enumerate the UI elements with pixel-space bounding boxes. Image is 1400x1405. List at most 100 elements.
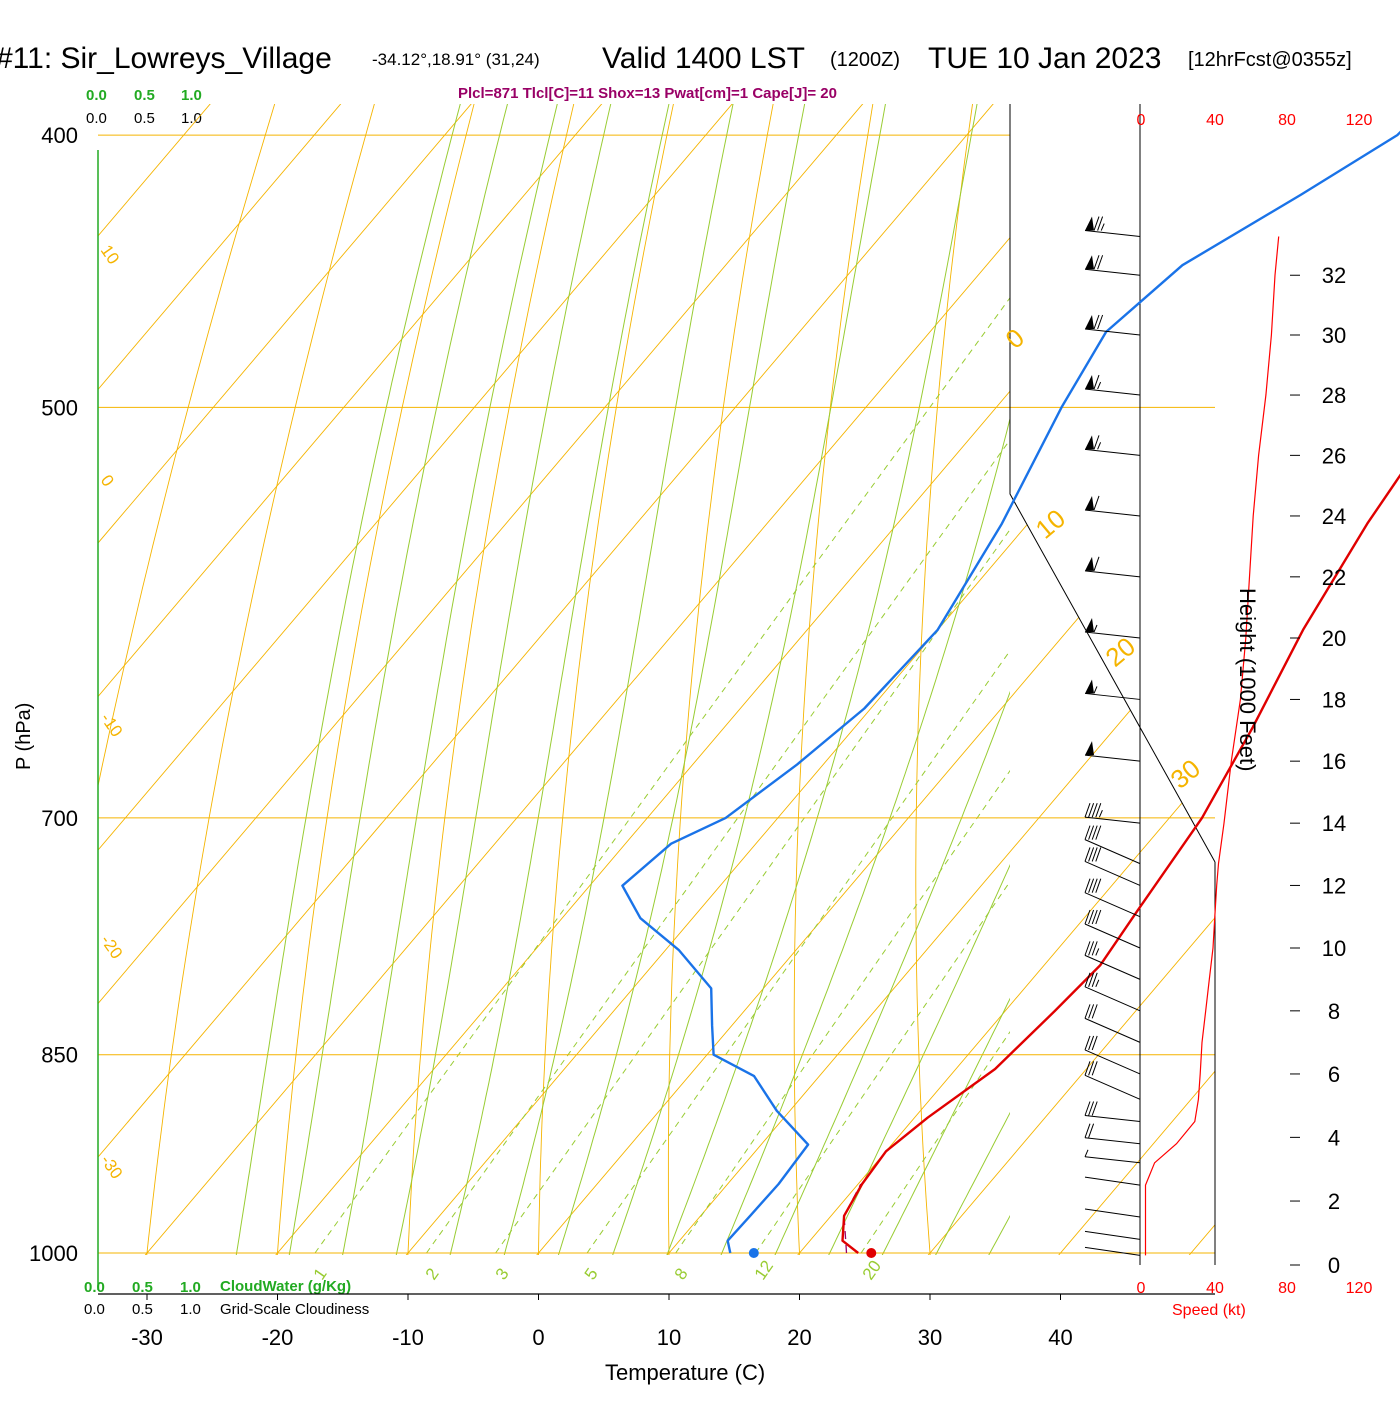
moist-adiabat-lines: [227, 0, 1400, 1312]
isotherm-line: [0, 0, 713, 1313]
height-tick-label: 8: [1328, 999, 1340, 1024]
wind-barb-pennant: [1085, 679, 1094, 693]
moist-adiabat-line: [906, 0, 1400, 1312]
cloudiness-label: Grid-Scale Cloudiness: [220, 1301, 369, 1318]
speed-tick-bottom: 120: [1346, 1280, 1373, 1297]
moist-adiabat-line: [384, 0, 772, 1312]
surface-temperature-marker: [866, 1248, 876, 1258]
moist-adiabat-line: [749, 0, 1313, 1312]
wind-barb-staff: [1085, 269, 1140, 275]
pressure-tick-label: 400: [41, 123, 78, 148]
isotherm-line: [227, 0, 1400, 1313]
wind-barb-half-flag: [1096, 980, 1099, 987]
wind-barb-staff: [1085, 449, 1140, 455]
wind-barb-staff: [1085, 1247, 1140, 1255]
top-cloudiness-scale: 0.0 0.5 1.0: [86, 110, 202, 127]
wind-barb-staff: [1085, 861, 1140, 885]
cloudwater-label: CloudWater (g/Kg): [220, 1278, 351, 1295]
isotherm-line: [618, 0, 1400, 1313]
indices-line: Plcl=871 Tlcl[C]=11 Shox=13 Pwat[cm]=1 C…: [458, 85, 837, 102]
height-tick-label: 30: [1322, 323, 1346, 348]
isotherm-line: [0, 0, 1400, 1313]
isotherm-line: [1010, 0, 1400, 1313]
mixing-ratio-line: [496, 135, 1294, 1253]
isotherm-line: [0, 0, 1235, 1313]
wind-barb-staff: [1085, 840, 1140, 864]
wind-barb-staff: [1085, 1075, 1140, 1099]
mixing-ratio-value-label: 8: [671, 1265, 692, 1284]
wind-barb-staff: [1085, 987, 1140, 1011]
mixing-ratio-value-label: 20: [859, 1257, 885, 1283]
isotherm-line: [0, 0, 322, 1313]
valid-time: Valid 1400 LST: [602, 42, 805, 75]
moist-adiabat-line: [279, 0, 681, 1312]
moist-adiabat-line: [645, 0, 1098, 1312]
x-tick-label: -10: [392, 1325, 424, 1350]
wind-barb-staff: [1085, 1209, 1140, 1217]
speed-tick-bottom: 0: [1137, 1280, 1146, 1297]
moist-adiabat-line: [436, 0, 823, 1312]
temperature-trace: [843, 0, 1400, 1253]
speed-tick-bottom: 40: [1206, 1280, 1224, 1297]
isotherm-value-label: -10: [97, 709, 127, 740]
right-boundary-line: [1010, 104, 1215, 862]
wind-barb-half-flag: [1098, 382, 1101, 389]
top-black-2: 1.0: [181, 110, 202, 127]
height-tick-label: 0: [1328, 1253, 1340, 1278]
mixing-ratio-value-label: 2: [422, 1265, 443, 1284]
wind-barb-pennant: [1085, 741, 1094, 755]
wind-barb-pennant: [1085, 315, 1094, 329]
wind-barb-staff: [1085, 632, 1140, 638]
isotherm-line: [488, 0, 1400, 1313]
dry-adiabat-lines: [9, 0, 1400, 1312]
dry-adiabat-line: [406, 0, 737, 1312]
wind-barb-half-flag: [1085, 1150, 1088, 1157]
wind-barb-pennant: [1085, 557, 1094, 571]
wind-barb-pennant: [1085, 496, 1094, 510]
x-tick-label: 20: [787, 1325, 811, 1350]
wind-barb-pennant: [1085, 255, 1094, 269]
isotherm-line: [0, 0, 583, 1313]
isotherm-value-label-right: 10: [1030, 503, 1071, 545]
wind-barb-half-flag: [1099, 810, 1102, 817]
bottom-black-0: 0.0: [84, 1301, 105, 1318]
x-tick-label: 0: [532, 1325, 544, 1350]
height-tick-label: 20: [1322, 626, 1346, 651]
isotherm-value-label: -30: [97, 1151, 127, 1182]
isotherm-line: [0, 0, 1235, 1313]
surface-dewpoint-marker: [749, 1248, 759, 1258]
station-coords: -34.12°,18.91° (31,24): [372, 50, 540, 69]
wind-barb-flag: [1094, 557, 1099, 571]
dry-adiabat-line: [273, 0, 650, 1312]
wind-barb-staff: [1085, 389, 1140, 395]
mixing-ratio-value-label: 12: [751, 1257, 777, 1283]
sounding-profiles: [622, 0, 1400, 1258]
top-cloudwater-scale: 0.0 0.5 1.0: [86, 87, 202, 104]
moist-adiabat-line: [958, 0, 1400, 1312]
isotherm-value-label-right: 0: [1000, 322, 1030, 354]
height-tick-label: 32: [1322, 263, 1346, 288]
mixing-ratio-value-label: 5: [581, 1265, 602, 1284]
height-tick-label: 26: [1322, 443, 1346, 468]
dry-adiabat-line: [141, 0, 564, 1312]
dry-adiabat-line: [1034, 0, 1171, 1312]
wind-barb-staff: [1085, 1177, 1140, 1185]
dry-adiabat-line: [794, 0, 997, 1312]
height-tick-label: 14: [1322, 811, 1346, 836]
y-axis-label: P (hPa): [13, 703, 35, 770]
valid-date: TUE 10 Jan 2023: [928, 42, 1161, 75]
top-black-0: 0.0: [86, 110, 107, 127]
pressure-tick-label: 500: [41, 395, 78, 420]
mixing-ratio-line: [427, 135, 1231, 1253]
speed-tick-top: 80: [1278, 112, 1296, 129]
top-green-1: 0.5: [134, 87, 155, 104]
isotherm-lines-right: [0, 0, 1400, 1313]
wind-barb-pennant: [1085, 375, 1094, 389]
speed-axis-label: Speed (kt): [1172, 1302, 1246, 1319]
wind-barb-pennant: [1085, 618, 1094, 632]
wind-barb-staff: [1085, 1115, 1140, 1121]
isotherm-line: [749, 0, 1400, 1313]
isotherm-value-label-right: 30: [1165, 753, 1206, 795]
